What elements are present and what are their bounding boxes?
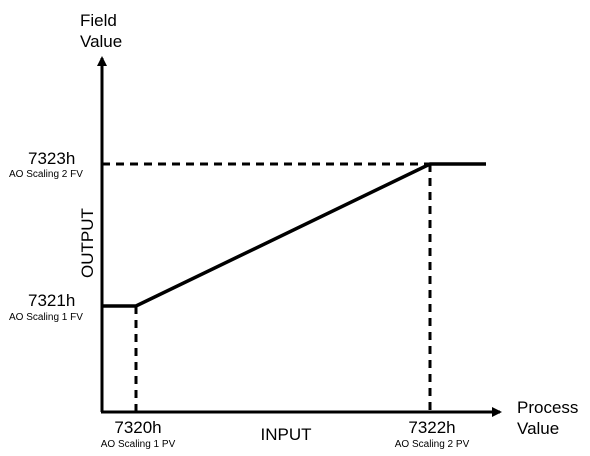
y-axis-title-line1: Field	[80, 11, 117, 30]
y-axis-title: Field Value	[80, 10, 122, 52]
scaling-curve	[102, 162, 486, 308]
x-axis-title-line1: Process	[517, 398, 579, 417]
y-axis-title-line2: Value	[80, 32, 123, 51]
y-level-code-7323h: 7323h	[28, 149, 76, 168]
x-axis-name: INPUT	[260, 425, 312, 444]
y-axis-name: OUTPUT	[78, 208, 97, 278]
x-level-desc-7322h: AO Scaling 2 PV	[394, 439, 470, 450]
y-level-desc-7323h: AO Scaling 2 FV	[9, 169, 83, 180]
x-level-code-7322h: 7322h	[408, 418, 456, 437]
y-level-code-7321h: 7321h	[28, 291, 76, 310]
x-level-desc-7320h: AO Scaling 1 PV	[100, 439, 176, 450]
x-level-code-7320h: 7320h	[114, 418, 162, 437]
y-level-desc-7321h: AO Scaling 1 FV	[9, 312, 83, 323]
x-axis-title-line2: Value	[517, 419, 560, 438]
x-axis-title: Process Value	[517, 397, 578, 439]
